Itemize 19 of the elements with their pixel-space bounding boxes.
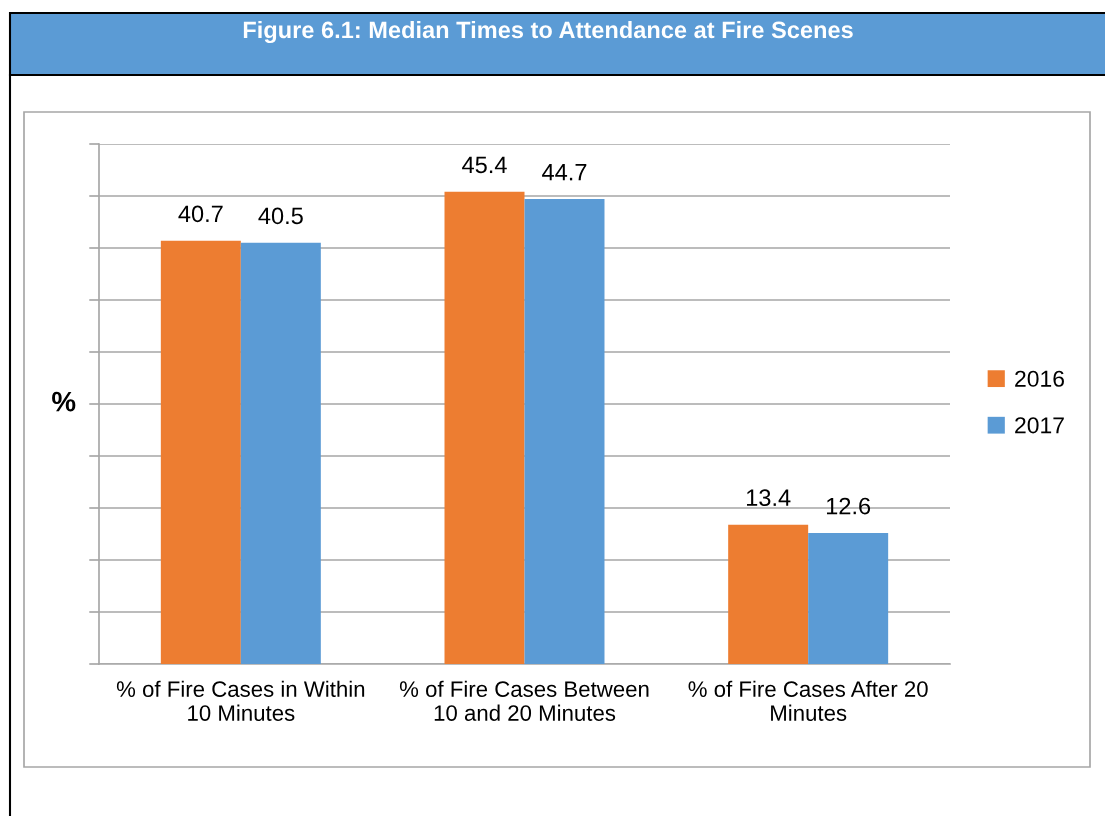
- bar: [808, 532, 889, 664]
- data-label: 13.4: [747, 489, 791, 507]
- x-tick-label: % of Fire Cases Between 10 and 20 Minutes: [399, 680, 649, 721]
- data-label: 12.6: [826, 497, 871, 515]
- bar: [524, 199, 605, 664]
- data-label: 40.7: [178, 205, 223, 223]
- x-tick-label: % of Fire Cases in Within 10 Minutes: [116, 680, 365, 721]
- chart-title: Figure 6.1: Median Times to Attendance at Fire Scenes: [243, 20, 853, 44]
- bar: [160, 240, 241, 664]
- legend-label: 2016: [1015, 370, 1064, 387]
- bar: [444, 191, 525, 664]
- x-tick-label: % of Fire Cases After 20 Minutes: [688, 680, 928, 721]
- data-label: 44.7: [542, 164, 587, 181]
- data-label: 45.4: [462, 156, 507, 174]
- bar: [240, 242, 321, 664]
- data-label: 40.5: [258, 207, 303, 225]
- y-axis-title: %: [52, 391, 76, 412]
- bar: [728, 524, 809, 664]
- legend-label: 2017: [1015, 417, 1064, 434]
